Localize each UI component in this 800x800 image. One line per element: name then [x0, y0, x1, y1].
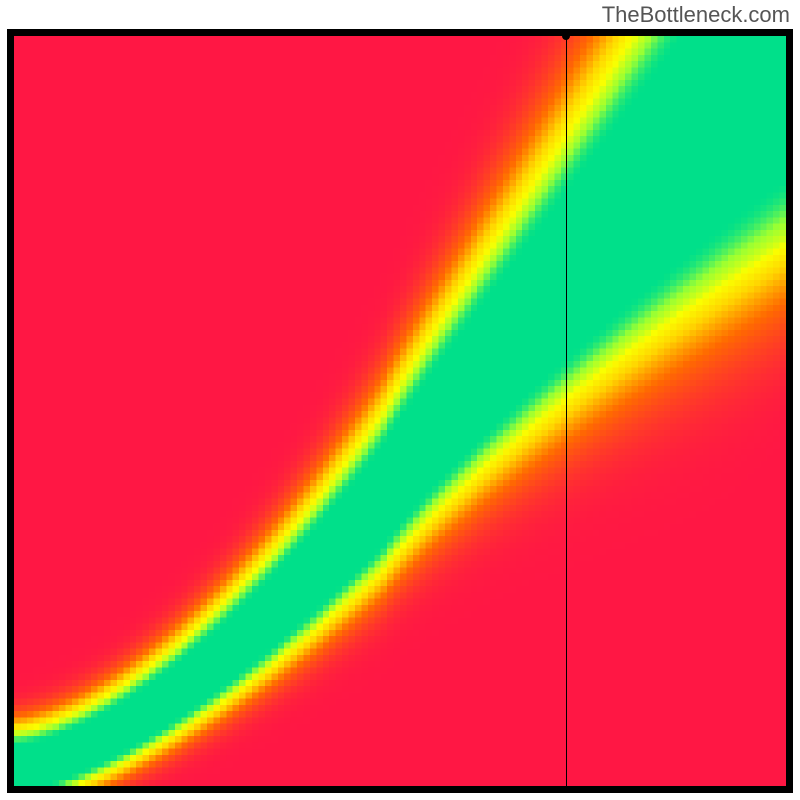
crosshair-marker-dot [562, 32, 570, 40]
watermark-text: TheBottleneck.com [602, 2, 790, 28]
bottleneck-heatmap [14, 36, 786, 786]
chart-frame [7, 29, 793, 793]
crosshair-vertical-line [566, 36, 567, 786]
